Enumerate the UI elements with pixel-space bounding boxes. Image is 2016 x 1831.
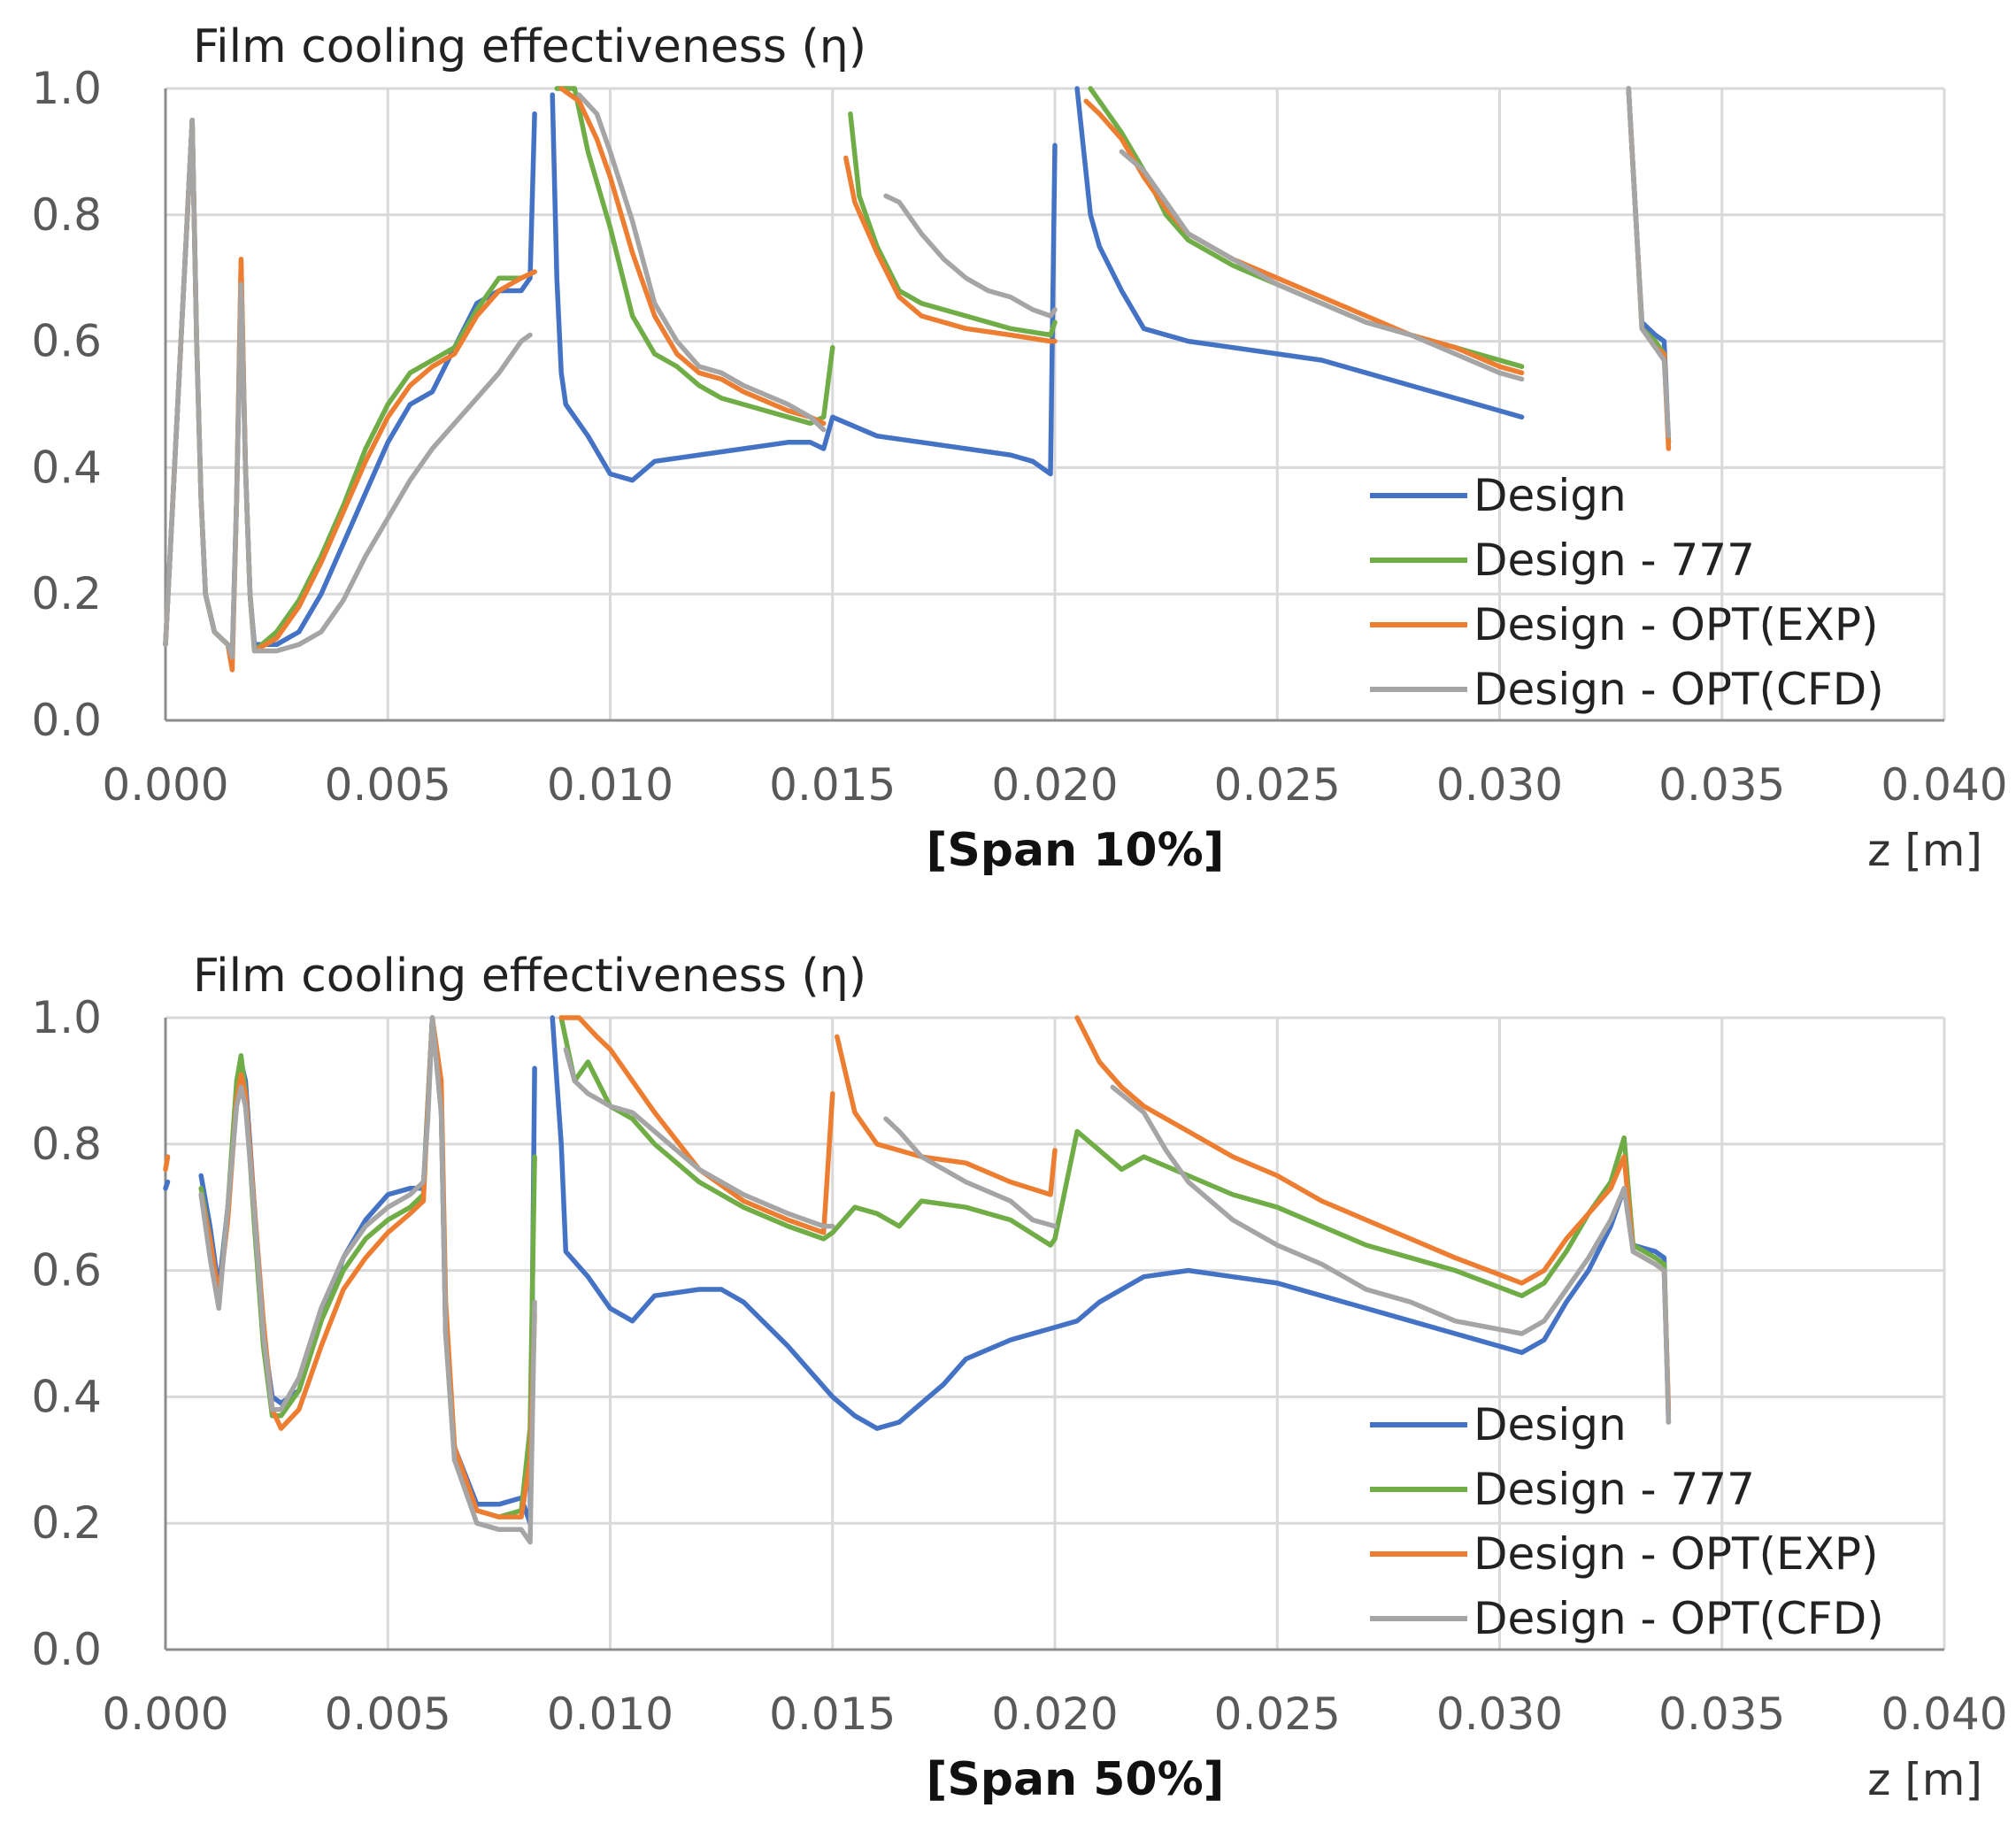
series-line-design-777 [558, 1015, 1672, 1419]
y-tick-label: 0.2 [31, 568, 102, 619]
legend-label: Design [1474, 470, 1627, 521]
series-line-design-opt-cfd [1110, 1084, 1672, 1425]
series-line-design [163, 111, 537, 660]
y-tick-label: 0.4 [31, 442, 102, 493]
x-tick-label: 0.010 [547, 759, 673, 811]
series-line-design-opt-exp [558, 1015, 835, 1235]
y-tick-label: 0.8 [31, 189, 102, 241]
chart-subtitle: [Span 10%] [927, 824, 1225, 877]
x-tick-label: 0.035 [1658, 759, 1785, 811]
x-tick-label: 0.020 [991, 759, 1118, 811]
x-tick-label: 0.025 [1214, 759, 1341, 811]
x-tick-label: 0.040 [1881, 1689, 2007, 1740]
series-line-design-777 [163, 117, 537, 660]
x-tick-label: 0.015 [769, 1689, 896, 1740]
x-tick-label: 0.035 [1658, 1689, 1785, 1740]
series-line-design-opt-exp [198, 1015, 537, 1519]
legend-label: Design - 777 [1474, 1464, 1755, 1515]
y-tick-label: 0.0 [31, 1624, 102, 1675]
x-tick-label: 0.015 [769, 759, 896, 811]
x-tick-label: 0.040 [1881, 759, 2007, 811]
series-line-design-opt-cfd [1119, 149, 1525, 382]
series-line-design-777 [848, 111, 1058, 338]
y-tick-label: 0.4 [31, 1371, 102, 1422]
series-line-design-777 [554, 86, 835, 427]
chart-subtitle: [Span 50%] [927, 1753, 1225, 1806]
x-tick-label: 0.000 [102, 759, 228, 811]
y-tick-label: 1.0 [31, 63, 102, 114]
series-line-design-opt-cfd [1626, 86, 1672, 439]
chart-panel-span-50: 0.0 0.2 0.4 0.6 0.8 1.0 0.000 0.005 0.010 0.015 0.… [0, 929, 2016, 1814]
y-tick-label: 0.8 [31, 1119, 102, 1170]
series-line-design-777 [1088, 86, 1525, 369]
series-line-design-opt-exp [843, 155, 1058, 344]
chart-panel-span-10: 0.0 0.2 0.4 0.6 0.8 1.0 0.000 0.005 0.010 0.015 0.… [0, 0, 2016, 885]
x-axis-label: z [m] [1867, 1754, 1982, 1805]
series-line-design-opt-exp [835, 1034, 1058, 1197]
x-tick-label: 0.010 [547, 1689, 673, 1740]
series-line-design-opt-cfd [198, 1015, 537, 1545]
chart-span-50: 0.0 0.2 0.4 0.6 0.8 1.0 0.000 0.005 0.010 0.015 0.… [31, 950, 2007, 1806]
series-line-design-opt-cfd [883, 1116, 1058, 1229]
series-line-design-opt-cfd [883, 193, 1058, 319]
y-tick-label: 0.2 [31, 1497, 102, 1549]
series-line-design-opt-cfd [163, 117, 533, 660]
legend-label: Design - OPT(EXP) [1474, 599, 1879, 650]
chart-title: Film cooling effectiveness (η) [193, 20, 866, 73]
legend-label: Design - OPT(CFD) [1474, 664, 1884, 715]
series-line-design-opt-exp [558, 86, 827, 427]
series-line-design-777 [198, 1015, 537, 1519]
x-tick-label: 0.005 [325, 759, 451, 811]
x-tick-label: 0.000 [102, 1689, 228, 1740]
series-line-design-opt-cfd [563, 1046, 835, 1229]
x-axis-label: z [m] [1867, 825, 1982, 876]
y-tick-label: 0.6 [31, 316, 102, 367]
series-line-design [550, 92, 1058, 483]
series-line-design-777 [1626, 86, 1672, 445]
y-tick-label: 0.6 [31, 1245, 102, 1296]
x-tick-label: 0.030 [1436, 759, 1563, 811]
legend-label: Design [1474, 1399, 1627, 1450]
y-tick-label: 1.0 [31, 992, 102, 1043]
x-tick-label: 0.020 [991, 1689, 1118, 1740]
x-tick-label: 0.025 [1214, 1689, 1341, 1740]
series-line-design-opt-exp [1074, 1015, 1672, 1412]
y-tick-label: 0.0 [31, 695, 102, 746]
legend-label: Design - 777 [1474, 535, 1755, 586]
series-line-design-opt-exp [163, 1154, 171, 1173]
series-line-design [550, 1015, 1672, 1431]
series-line-design-opt-exp [1626, 86, 1672, 451]
series-line-design [1074, 86, 1525, 420]
series-line-design [163, 1179, 171, 1191]
legend-label: Design - OPT(EXP) [1474, 1528, 1879, 1580]
chart-title: Film cooling effectiveness (η) [193, 950, 866, 1003]
x-tick-label: 0.005 [325, 1689, 451, 1740]
series-line-design-opt-cfd [576, 92, 827, 433]
legend-label: Design - OPT(CFD) [1474, 1593, 1884, 1644]
series-line-design-opt-exp [1083, 98, 1525, 376]
x-tick-label: 0.030 [1436, 1689, 1563, 1740]
chart-span-10: 0.0 0.2 0.4 0.6 0.8 1.0 0.000 0.005 0.010 0.015 0.… [31, 20, 2007, 877]
series-line-design [1626, 86, 1672, 445]
